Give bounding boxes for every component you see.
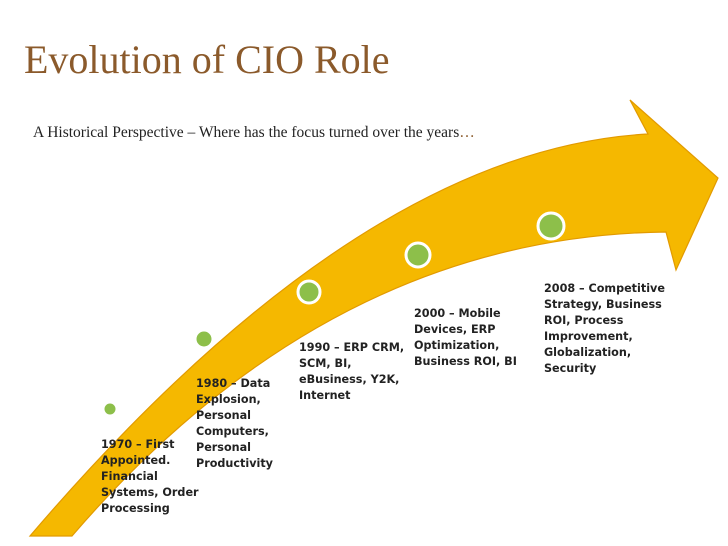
subtitle-ellipsis: … (459, 124, 475, 141)
milestone-dot-1980 (193, 328, 215, 350)
milestone-label-1980: 1980 – Data Explosion, Personal Computer… (196, 377, 273, 470)
milestone-label-1970: 1970 – First Appointed. Financial System… (101, 438, 199, 515)
milestone-dot-2008 (536, 211, 566, 241)
subtitle-text: A Historical Perspective – Where has the… (33, 124, 460, 141)
milestone-label-1990: 1990 – ERP CRM, SCM, BI, eBusiness, Y2K,… (299, 341, 405, 402)
milestone-dot-1990 (296, 279, 322, 305)
milestone-dot-2000 (404, 241, 432, 269)
milestone-markers (101, 211, 566, 418)
slide-title: Evolution of CIO Role (24, 37, 390, 82)
milestone-label-2000: 2000 – Mobile Devices, ERP Optimization,… (414, 307, 517, 368)
milestone-dot-1970 (101, 400, 119, 418)
arrow-shape (28, 99, 719, 537)
slide-subtitle: A Historical Perspective – Where has the… (33, 124, 475, 142)
milestone-label-2008: 2008 – Competitive Strategy, Business RO… (544, 282, 665, 375)
